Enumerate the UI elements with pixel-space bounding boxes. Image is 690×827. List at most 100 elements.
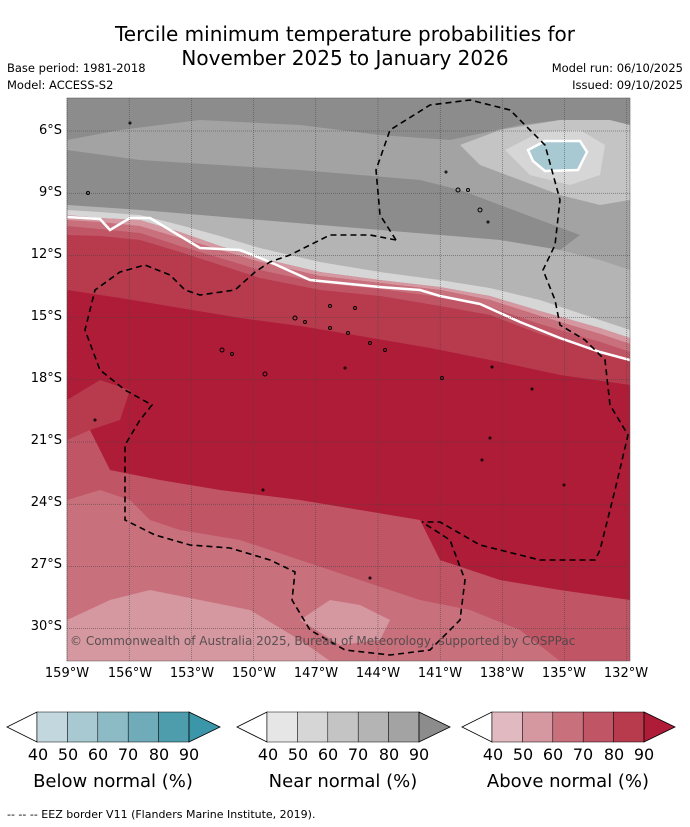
tick-label: 60 — [317, 745, 339, 764]
eez-border-east — [375, 99, 629, 561]
colorbar-max-extend — [188, 711, 221, 743]
lon-label: 156°W — [107, 666, 153, 681]
tick-label: 40 — [257, 745, 279, 764]
map-frame — [66, 97, 631, 662]
above-normal-50-field — [67, 590, 330, 661]
lon-label: 150°W — [231, 666, 277, 681]
islands — [86, 121, 566, 580]
lat-label: 21°S — [30, 433, 62, 448]
eez-legend-footer: -- -- -- EEZ border V11 (Flanders Marine… — [7, 808, 316, 821]
lon-label: 141°W — [417, 666, 463, 681]
island — [303, 320, 307, 324]
meta-right: Model run: 06/10/2025 Issued: 09/10/2025 — [552, 60, 683, 94]
tick-label: 80 — [148, 745, 170, 764]
lat-label: 30°S — [30, 619, 62, 634]
lat-label: 15°S — [30, 309, 62, 324]
lat-label: 9°S — [38, 185, 62, 200]
lon-label: 138°W — [479, 666, 525, 681]
tick-label: 70 — [117, 745, 139, 764]
model-run: Model run: 06/10/2025 — [551, 61, 683, 75]
tick-label: 70 — [572, 745, 594, 764]
lon-label: 153°W — [169, 666, 215, 681]
eez-border-west — [84, 234, 466, 656]
lon-label: 159°W — [44, 666, 90, 681]
island — [353, 306, 357, 310]
title-line-2: November 2025 to January 2026 — [181, 46, 509, 70]
island — [219, 347, 225, 353]
lat-label: 24°S — [30, 495, 62, 510]
island — [292, 315, 298, 321]
tick-label: 80 — [378, 745, 400, 764]
colorbar-segment — [266, 711, 298, 743]
island — [343, 366, 347, 370]
colorbar-max-extend — [643, 711, 676, 743]
tick-label: 80 — [603, 745, 625, 764]
above-normal-90-band — [67, 290, 630, 420]
lat-label: 6°S — [38, 123, 62, 138]
lon-label: 147°W — [293, 666, 339, 681]
lat-label: 18°S — [30, 371, 62, 386]
colorbar-min-extend — [461, 711, 493, 743]
colorbar-segment — [327, 711, 359, 743]
island — [86, 191, 90, 195]
colorbar-segment — [582, 711, 614, 743]
near-normal-90-band-mid — [67, 150, 580, 250]
tick-label: 90 — [178, 745, 200, 764]
copyright-notice: © Commonwealth of Australia 2025, Bureau… — [70, 634, 576, 648]
tick-label: 60 — [87, 745, 109, 764]
colorbar-max-extend — [418, 711, 451, 743]
island — [262, 371, 268, 377]
colorbar-near-normal-bar — [236, 711, 451, 743]
probability-map — [66, 97, 631, 662]
island — [490, 365, 494, 369]
colorbar-below-normal-bar — [6, 711, 221, 743]
colorbar-segment — [388, 711, 420, 743]
island — [466, 188, 470, 192]
island — [440, 376, 444, 380]
tick-label: 70 — [347, 745, 369, 764]
meta-left: Base period: 1981-2018 Model: ACCESS-S2 — [7, 60, 146, 94]
island — [480, 458, 484, 462]
below-normal-50-patch — [526, 139, 589, 173]
island — [477, 207, 483, 213]
tick-label: 50 — [512, 745, 534, 764]
tick-label: 50 — [287, 745, 309, 764]
near-normal-90-band-north — [67, 98, 630, 140]
lon-label: 132°W — [603, 666, 649, 681]
tick-label: 90 — [408, 745, 430, 764]
colorbar-segment — [552, 711, 584, 743]
lon-label: 144°W — [355, 666, 401, 681]
above-normal-50-patch — [300, 600, 390, 645]
lat-label: 27°S — [30, 557, 62, 572]
colorbar-segment — [97, 711, 129, 743]
island — [444, 170, 448, 174]
island — [93, 418, 97, 422]
near-normal-50-band — [67, 210, 630, 338]
map-fields — [67, 98, 630, 661]
colorbar-above-normal-label: Above normal (%) — [486, 771, 650, 792]
colorbar-segment — [357, 711, 389, 743]
colorbar-segment — [613, 711, 645, 743]
colorbar-segment — [67, 711, 99, 743]
colorbar-segment — [297, 711, 329, 743]
island — [562, 483, 566, 487]
island — [328, 326, 332, 330]
island — [486, 220, 490, 224]
lon-label: 135°W — [541, 666, 587, 681]
eez-borders — [84, 99, 629, 656]
island — [346, 331, 350, 335]
colorbar-near-normal-label: Near normal (%) — [268, 771, 418, 792]
map-title: Tercile minimum temperature probabilitie… — [0, 22, 690, 70]
colorbar-min-extend — [6, 711, 38, 743]
colorbar-segment — [36, 711, 68, 743]
island — [230, 352, 234, 356]
lat-label: 12°S — [30, 247, 62, 262]
colorbar-segment — [522, 711, 554, 743]
colorbar-min-extend — [236, 711, 268, 743]
model-name: Model: ACCESS-S2 — [7, 78, 114, 92]
tick-label: 60 — [542, 745, 564, 764]
colorbar-above-normal-bar — [461, 711, 676, 743]
island — [368, 576, 372, 580]
issued-date: Issued: 09/10/2025 — [572, 78, 683, 92]
island — [328, 304, 332, 308]
